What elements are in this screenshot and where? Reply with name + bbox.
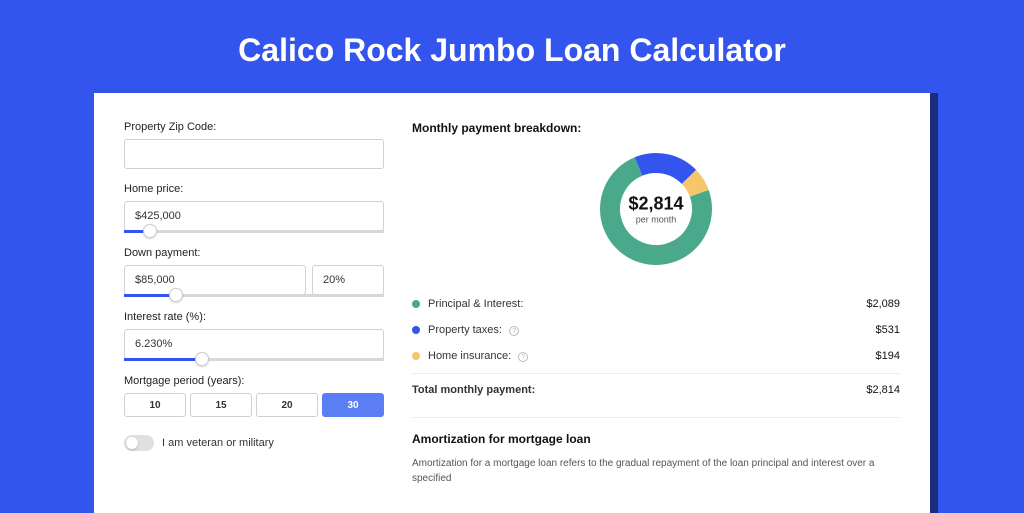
breakdown-title: Monthly payment breakdown: xyxy=(412,121,900,135)
dot-icon xyxy=(412,326,420,334)
down-payment-group: Down payment: xyxy=(124,247,384,297)
info-icon[interactable]: ? xyxy=(518,352,528,362)
amortization-text: Amortization for a mortgage loan refers … xyxy=(412,456,900,486)
legend-value: $2,089 xyxy=(866,298,900,310)
veteran-toggle[interactable] xyxy=(124,435,154,451)
donut-chart: $2,814 per month xyxy=(412,149,900,269)
donut-center: $2,814 per month xyxy=(628,194,683,225)
period-btn-15[interactable]: 15 xyxy=(190,393,252,417)
zip-field-group: Property Zip Code: xyxy=(124,121,384,169)
mortgage-period-group: Mortgage period (years): 10 15 20 30 xyxy=(124,375,384,417)
down-payment-slider[interactable] xyxy=(124,294,384,297)
page-title: Calico Rock Jumbo Loan Calculator xyxy=(0,0,1024,93)
total-value: $2,814 xyxy=(866,384,900,396)
home-price-group: Home price: xyxy=(124,183,384,233)
legend-label: Home insurance: ? xyxy=(428,350,876,362)
slider-thumb[interactable] xyxy=(169,288,183,302)
slider-thumb[interactable] xyxy=(195,352,209,366)
calculator-card: Property Zip Code: Home price: Down paym… xyxy=(94,93,930,513)
legend-value: $531 xyxy=(876,324,900,336)
slider-thumb[interactable] xyxy=(143,224,157,238)
interest-rate-input[interactable] xyxy=(124,329,384,359)
total-label: Total monthly payment: xyxy=(412,384,866,396)
legend-row-total: Total monthly payment: $2,814 xyxy=(412,373,900,403)
info-icon[interactable]: ? xyxy=(509,326,519,336)
donut-amount: $2,814 xyxy=(628,194,683,215)
legend-label: Property taxes: ? xyxy=(428,324,876,336)
legend-label-text: Home insurance: xyxy=(428,350,511,362)
form-column: Property Zip Code: Home price: Down paym… xyxy=(124,121,384,513)
legend-row-insurance: Home insurance: ? $194 xyxy=(412,343,900,369)
veteran-toggle-row: I am veteran or military xyxy=(124,435,384,451)
mortgage-period-label: Mortgage period (years): xyxy=(124,375,384,387)
home-price-slider[interactable] xyxy=(124,230,384,233)
amortization-section: Amortization for mortgage loan Amortizat… xyxy=(412,417,900,486)
donut-sub: per month xyxy=(628,215,683,225)
interest-rate-slider[interactable] xyxy=(124,358,384,361)
period-btn-10[interactable]: 10 xyxy=(124,393,186,417)
period-btn-20[interactable]: 20 xyxy=(256,393,318,417)
down-payment-percent-input[interactable] xyxy=(312,265,384,295)
period-btn-30[interactable]: 30 xyxy=(322,393,384,417)
legend-label: Principal & Interest: xyxy=(428,298,866,310)
dot-icon xyxy=(412,352,420,360)
home-price-input[interactable] xyxy=(124,201,384,231)
interest-rate-group: Interest rate (%): xyxy=(124,311,384,361)
dot-icon xyxy=(412,300,420,308)
period-buttons: 10 15 20 30 xyxy=(124,393,384,417)
legend-label-text: Property taxes: xyxy=(428,324,502,336)
amortization-title: Amortization for mortgage loan xyxy=(412,432,900,446)
legend-row-principal: Principal & Interest: $2,089 xyxy=(412,291,900,317)
breakdown-column: Monthly payment breakdown: $2,814 per mo… xyxy=(412,121,900,513)
interest-rate-label: Interest rate (%): xyxy=(124,311,384,323)
zip-label: Property Zip Code: xyxy=(124,121,384,133)
legend-row-taxes: Property taxes: ? $531 xyxy=(412,317,900,343)
down-payment-label: Down payment: xyxy=(124,247,384,259)
zip-input[interactable] xyxy=(124,139,384,169)
legend-value: $194 xyxy=(876,350,900,362)
down-payment-amount-input[interactable] xyxy=(124,265,306,295)
toggle-knob xyxy=(126,437,138,449)
home-price-label: Home price: xyxy=(124,183,384,195)
veteran-label: I am veteran or military xyxy=(162,437,274,449)
